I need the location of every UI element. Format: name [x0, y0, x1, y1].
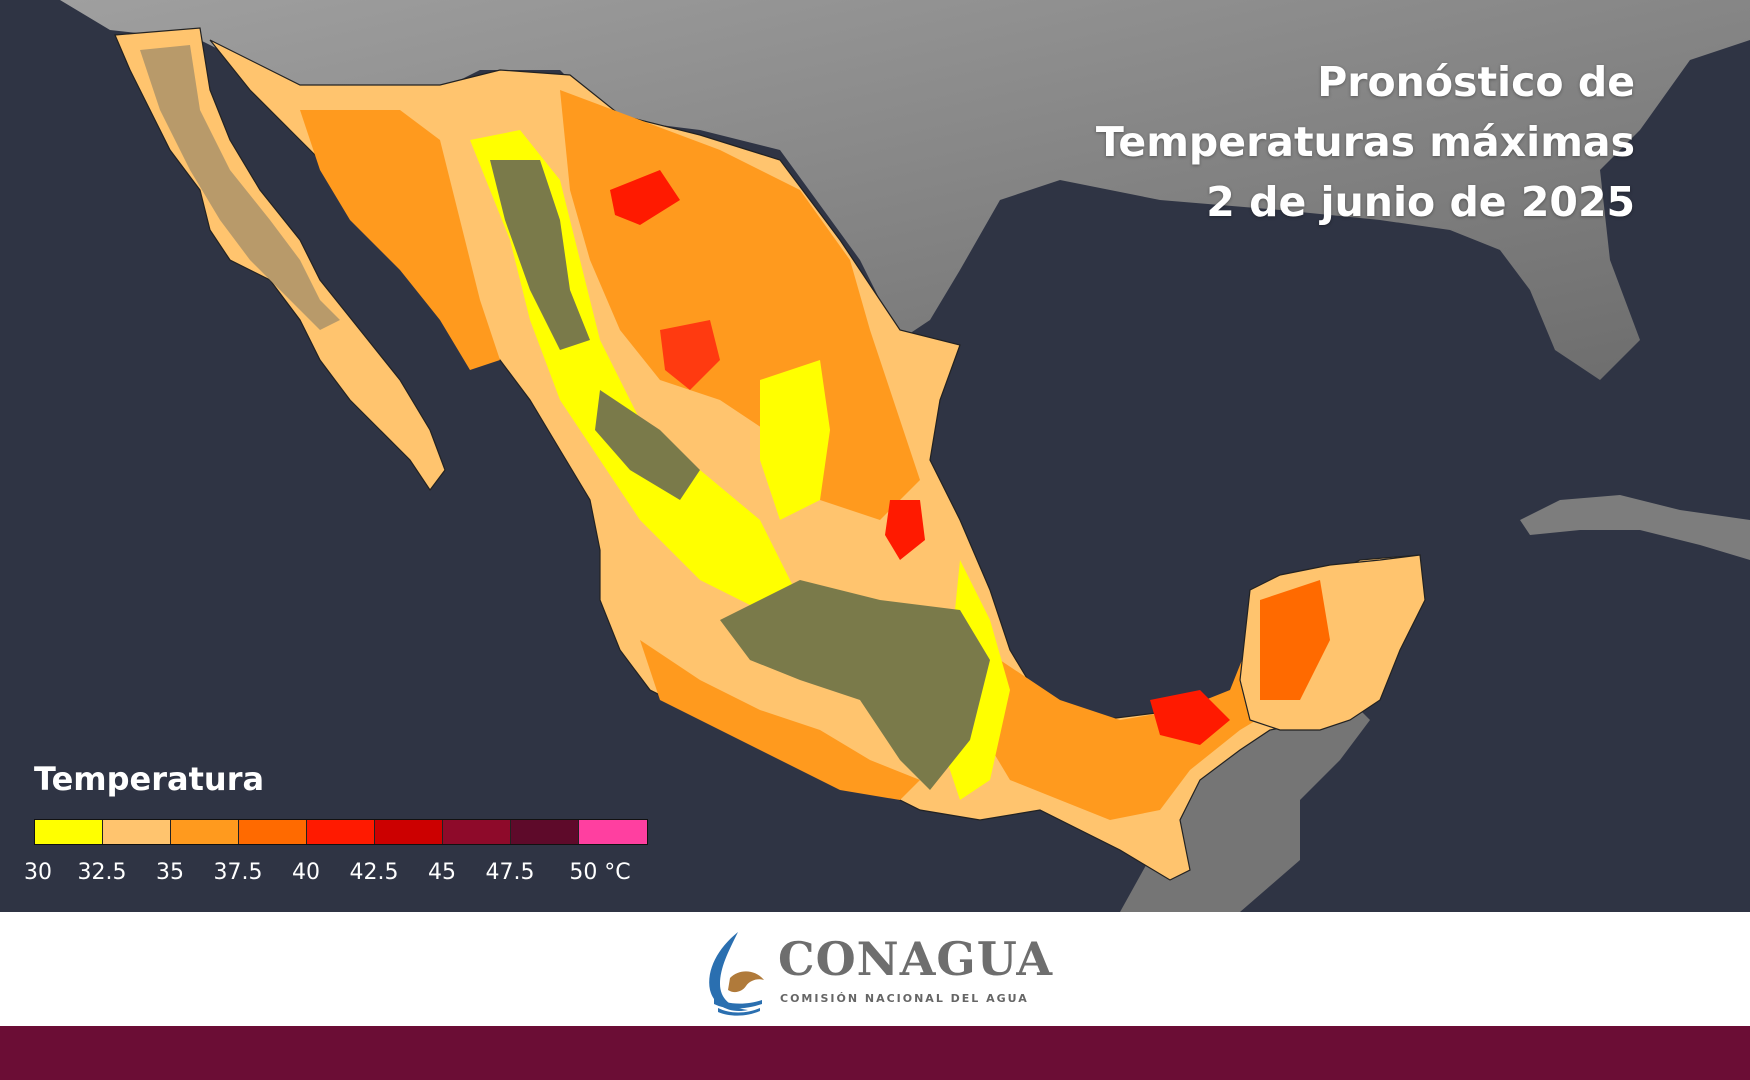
title-line-3: 2 de junio de 2025 [1206, 178, 1635, 226]
usa-land [0, 0, 1750, 380]
legend-tick-label: 42.5 [349, 860, 399, 885]
legend-tick-label: 35 [156, 860, 184, 885]
legend-tick-label: 45 [428, 860, 456, 885]
hot-spot-chihuahua [610, 170, 680, 225]
legend-color-bar [34, 819, 648, 845]
brand-name: CONAGUA [778, 932, 1054, 986]
cool-band-central [760, 360, 830, 520]
temperature-legend: Temperatura 30 32.5 35 37.5 40 42.5 45 47.5 50 °… [0, 760, 700, 910]
baja-cool-zone [140, 45, 340, 330]
legend-tick-label: 47.5 [485, 860, 535, 885]
legend-swatch [171, 820, 239, 844]
cool-zone-durango [595, 390, 700, 500]
conagua-logo: CONAGUA COMISIÓN NACIONAL DEL AGUA [700, 928, 1060, 1018]
heat-zone-south [980, 580, 1330, 820]
cuba-land [1520, 495, 1750, 560]
title-line-2: Temperaturas máximas [1095, 118, 1635, 166]
legend-tick-label: 40 [292, 860, 320, 885]
legend-tick-label: 30 [24, 860, 52, 885]
legend-swatch [239, 820, 307, 844]
legend-swatch [307, 820, 375, 844]
legend-swatch [443, 820, 511, 844]
hot-spot-coahuila [660, 320, 720, 390]
heat-zone-pacific [640, 640, 920, 800]
legend-swatch [511, 820, 579, 844]
bottom-color-band [0, 1026, 1750, 1080]
hot-spot-tamaulipas [885, 500, 925, 560]
legend-swatch [103, 820, 171, 844]
legend-title: Temperatura [34, 760, 265, 798]
footer: CONAGUA COMISIÓN NACIONAL DEL AGUA [0, 912, 1750, 1026]
yucatan-heat [1260, 580, 1330, 700]
heat-zone-sonora [300, 110, 500, 370]
legend-swatch [579, 820, 647, 844]
eagle-water-icon [709, 932, 764, 1016]
map-title: Pronóstico de Temperaturas máximas 2 de … [1096, 52, 1635, 232]
map-canvas [0, 0, 1750, 912]
legend-tick-label: 37.5 [213, 860, 263, 885]
legend-swatch [35, 820, 103, 844]
cool-zone-highlands [490, 160, 590, 350]
title-line-1: Pronóstico de [1317, 58, 1635, 106]
legend-tick-label: 32.5 [77, 860, 127, 885]
legend-swatch [375, 820, 443, 844]
cool-zone-central-plateau [720, 580, 990, 790]
legend-tick-label: 50 °C [569, 860, 631, 885]
forecast-map: Pronóstico de Temperaturas máximas 2 de … [0, 0, 1750, 912]
brand-subtitle: COMISIÓN NACIONAL DEL AGUA [780, 992, 1029, 1005]
hot-spot-tabasco [1150, 690, 1230, 745]
